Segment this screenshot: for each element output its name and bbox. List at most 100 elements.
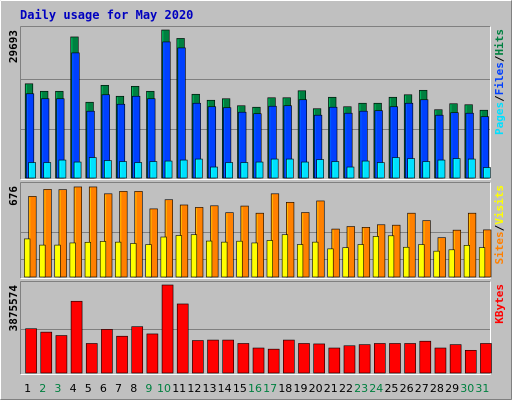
- day-19-bars: [298, 343, 310, 374]
- pages-bar: [286, 158, 294, 179]
- day-10-bars: [161, 29, 173, 179]
- kbytes-bar: [464, 349, 477, 374]
- day-1-bars: [24, 196, 37, 278]
- day-22-bars: [343, 106, 355, 179]
- sites-bar: [160, 236, 167, 278]
- pages-bar: [210, 166, 218, 179]
- day-25-bars: [389, 343, 401, 374]
- day-13-bars: [206, 99, 218, 179]
- panel-top-legend: Pages/Files/Hits: [493, 29, 506, 135]
- legend-separator: /: [493, 224, 506, 231]
- pages-bar: [301, 161, 309, 179]
- x-tick-label-day-15: 15: [233, 382, 247, 395]
- sites-bar: [463, 245, 470, 278]
- day-2-bars: [39, 189, 52, 278]
- day-9-bars: [146, 333, 159, 374]
- day-1-bars: [25, 328, 37, 374]
- pages-bar: [483, 167, 491, 179]
- day-4-bars: [70, 36, 82, 179]
- files-bar: [71, 52, 80, 179]
- pages-bar: [149, 161, 158, 179]
- kbytes-bar: [252, 347, 265, 374]
- day-11-bars: [176, 38, 188, 179]
- sites-bar: [24, 238, 31, 278]
- legend-visits: Visits: [493, 185, 506, 225]
- pages-bar: [104, 160, 112, 179]
- kbytes-bar: [25, 328, 37, 374]
- day-14-bars: [221, 212, 234, 278]
- panel-middle-legend: Sites/Visits: [493, 185, 506, 265]
- kbytes-bar: [358, 344, 371, 374]
- day-27-bars: [418, 220, 431, 278]
- kbytes-bar: [222, 339, 234, 374]
- panel-bottom-legend: KBytes: [493, 284, 506, 324]
- kbytes-bar: [131, 326, 144, 374]
- x-tick-label-day-6: 6: [100, 382, 107, 395]
- panel-bottom-max-label: 3875574: [7, 285, 20, 332]
- x-tick-label-day-2: 2: [39, 382, 46, 395]
- day-8-bars: [131, 326, 144, 374]
- day-22-bars: [343, 345, 356, 374]
- pages-bar: [195, 158, 203, 179]
- day-6-bars: [101, 329, 113, 374]
- x-tick-label-day-11: 11: [172, 382, 186, 395]
- x-tick-label-day-7: 7: [115, 382, 122, 395]
- sites-bar: [403, 246, 410, 278]
- chart-title: Daily usage for May 2020: [20, 8, 193, 22]
- kbytes-bar: [55, 335, 68, 374]
- x-tick-label-day-22: 22: [339, 382, 353, 395]
- day-25-bars: [388, 96, 400, 179]
- x-tick-label-day-23: 23: [354, 382, 368, 395]
- x-tick-label-day-19: 19: [293, 382, 307, 395]
- day-14-bars: [221, 98, 233, 179]
- pages-bar: [28, 162, 36, 179]
- pages-bar: [134, 162, 143, 179]
- x-tick-label-day-8: 8: [130, 382, 137, 395]
- day-29-bars: [449, 103, 461, 179]
- kbytes-bar: [192, 340, 204, 374]
- day-31-bars: [479, 109, 491, 179]
- day-20-bars: [312, 108, 324, 179]
- pages-bar: [255, 161, 264, 179]
- day-15-bars: [237, 343, 250, 374]
- day-14-bars: [222, 339, 234, 374]
- legend-hits: Hits: [493, 29, 506, 56]
- sites-bar: [145, 244, 152, 278]
- pages-bar: [43, 162, 52, 179]
- day-26-bars: [403, 212, 416, 278]
- day-24-bars: [372, 224, 386, 278]
- kbytes-bar: [146, 333, 159, 374]
- sites-bar: [84, 241, 91, 278]
- x-tick-label-day-17: 17: [263, 382, 277, 395]
- day-10-bars: [160, 199, 173, 278]
- sites-bar: [433, 250, 440, 278]
- kbytes-bar: [40, 331, 53, 374]
- day-8-bars: [131, 85, 143, 179]
- sites-bar: [281, 234, 289, 278]
- day-22-bars: [342, 226, 355, 278]
- sites-bar: [448, 249, 455, 278]
- x-tick-label-day-30: 30: [460, 382, 474, 395]
- day-24-bars: [373, 102, 385, 179]
- pages-bar: [407, 158, 415, 179]
- pages-bar: [225, 162, 233, 179]
- day-16-bars: [251, 212, 264, 278]
- x-tick-label-day-21: 21: [324, 382, 338, 395]
- pages-bar: [467, 158, 476, 179]
- sites-bar: [312, 241, 319, 278]
- files-bar: [177, 47, 186, 179]
- day-26-bars: [404, 343, 416, 374]
- day-19-bars: [297, 212, 310, 278]
- day-31-bars: [480, 343, 492, 374]
- panel-middle: 676 Sites/Visits: [7, 182, 506, 279]
- kbytes-bar: [313, 343, 325, 374]
- kbytes-bar: [404, 343, 416, 374]
- x-tick-label-day-29: 29: [445, 382, 459, 395]
- panel-bottom: 3875574 KBytes: [7, 281, 506, 375]
- legend-pages: Pages: [493, 102, 506, 135]
- day-23-bars: [358, 344, 371, 374]
- day-3-bars: [54, 189, 67, 278]
